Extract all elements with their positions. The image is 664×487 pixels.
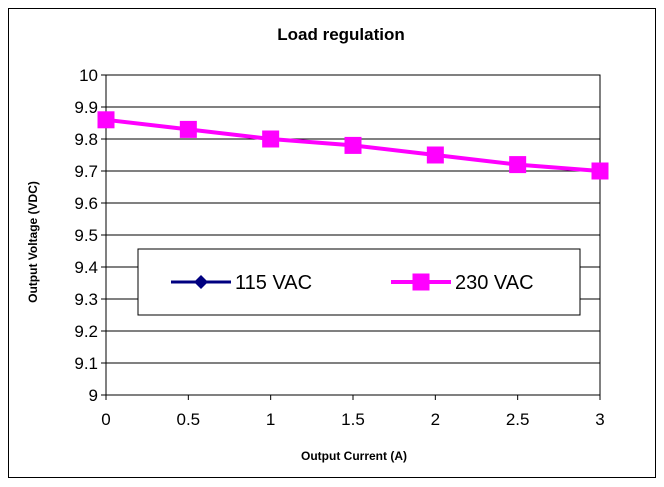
x-tick-label: 2.5: [506, 410, 530, 429]
chart-title: Load regulation: [277, 25, 405, 44]
square-marker: [97, 111, 115, 129]
legend-label: 115 VAC: [235, 272, 312, 294]
x-tick-label: 2: [431, 410, 440, 429]
series-layer: [97, 111, 609, 180]
y-tick-label: 9.3: [74, 290, 98, 309]
y-tick-label: 9.2: [74, 322, 98, 341]
y-tick-label: 9.1: [74, 354, 98, 373]
legend-marker: [194, 275, 208, 289]
y-tick-label: 9.7: [74, 162, 98, 181]
y-tick-label: 10: [79, 66, 98, 85]
x-axis-label: Output Current (A): [301, 449, 407, 463]
y-tick-label: 9.6: [74, 194, 98, 213]
square-marker: [179, 120, 197, 138]
x-tick-label: 0: [101, 410, 110, 429]
y-tick-label: 9.9: [74, 98, 98, 117]
y-tick-label: 9.8: [74, 130, 98, 149]
square-marker: [509, 156, 527, 174]
x-tick-label: 3: [595, 410, 604, 429]
legend: 115 VAC 230 VAC: [137, 248, 581, 316]
chart-frame: Load regulation 9 9.1 9.2 9.3 9.4 9.5 9.6 9.7 9.…: [8, 8, 656, 478]
y-tick-label: 9: [89, 386, 98, 405]
square-marker: [591, 162, 609, 180]
square-marker: [344, 136, 362, 154]
square-marker: [262, 130, 280, 148]
x-tick-label: 0.5: [177, 410, 201, 429]
y-axis-label: Output Voltage (VDC): [26, 181, 40, 303]
legend-label: 230 VAC: [455, 272, 534, 294]
chart-svg: Load regulation 9 9.1 9.2 9.3 9.4 9.5 9.6 9.7 9.…: [26, 25, 609, 463]
x-tick-label: 1.5: [341, 410, 365, 429]
y-tick-label: 9.5: [74, 226, 98, 245]
square-marker: [426, 146, 444, 164]
y-tick-label: 9.4: [74, 258, 98, 277]
x-tick-label: 1: [266, 410, 275, 429]
legend-marker: [412, 273, 430, 291]
axis-ticks: 9 9.1 9.2 9.3 9.4 9.5 9.6 9.7 9.8 9.9 10 0 0.5 1 1.5 2 2…: [74, 66, 604, 429]
